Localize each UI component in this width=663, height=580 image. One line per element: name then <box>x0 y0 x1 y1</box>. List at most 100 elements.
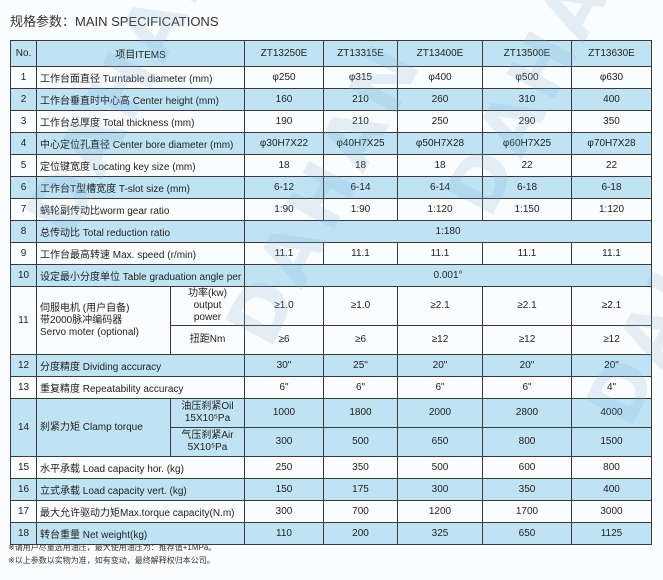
table-row: 5 定位键宽度 Locating key size (mm) 18 18 18 22 22 <box>10 154 652 177</box>
value-cell: 4" <box>571 376 652 399</box>
value-cell: 400 <box>571 88 652 111</box>
specifications-table: No. 项目ITEMS ZT13250E ZT13315E ZT13400E ZT1350… <box>10 40 652 545</box>
value-cell: 1:90 <box>244 198 324 221</box>
table-row: 9 工作台最高转速 Max. speed (r/min) 11.1 11.1 11.1 1… <box>10 242 652 265</box>
value-cell: 650 <box>397 427 483 457</box>
value-cell: 18 <box>244 154 324 177</box>
value-cell: 30" <box>244 354 324 377</box>
row-item: 伺服电机 (用户自备) 带2000脉冲编码器 Servo moter (opti… <box>36 286 171 355</box>
row-number: 9 <box>10 242 37 265</box>
value-cell: 350 <box>482 478 572 501</box>
header-model: ZT13500E <box>482 40 572 67</box>
value-cell: ≥12 <box>571 325 652 355</box>
row-number: 15 <box>10 456 37 479</box>
value-cell: 1:120 <box>571 198 652 221</box>
value-cell: 6" <box>397 376 483 399</box>
value-cell: φ40H7X25 <box>323 132 398 155</box>
value-cell: 11.1 <box>244 242 324 265</box>
value-cell: ≥2.1 <box>397 286 483 326</box>
value-cell: 11.1 <box>397 242 483 265</box>
value-cell: 20" <box>571 354 652 377</box>
value-cell: 22 <box>482 154 572 177</box>
value-cell: 18 <box>323 154 398 177</box>
row-number: 3 <box>10 110 37 133</box>
value-cell: ≥12 <box>482 325 572 355</box>
row-number: 10 <box>10 264 37 287</box>
value-cell: φ250 <box>244 66 324 89</box>
row-item: 工作台垂直时中心高 Center height (mm) <box>36 88 245 111</box>
header-model: ZT13250E <box>244 40 324 67</box>
row-item: 工作台T型槽宽度 T-slot size (mm) <box>36 176 245 199</box>
value-cell: 800 <box>571 456 652 479</box>
value-cell: 11.1 <box>571 242 652 265</box>
value-cell: 500 <box>397 456 483 479</box>
row-number: 4 <box>10 132 37 155</box>
merged-value-cell: 1:180 <box>244 220 652 243</box>
row-item: 工作台总厚度 Total thickness (mm) <box>36 110 245 133</box>
row-item: 蜗轮副传动比worm gear ratio <box>36 198 245 221</box>
table-row: 15 水平承载 Load capacity hor. (kg) 250 350 500 6… <box>10 456 652 479</box>
value-cell: 11.1 <box>482 242 572 265</box>
table-row: 6 工作台T型槽宽度 T-slot size (mm) 6-12 6-14 6-14 6-… <box>10 176 652 199</box>
row-sub-item: 油压刹紧Oil 15X10⁵Pa <box>170 398 245 428</box>
table-row: 4 中心定位孔直径 Center bore diameter (mm) φ30H7X… <box>10 132 652 155</box>
value-cell: 2800 <box>482 398 572 428</box>
header-no: No. <box>10 40 37 67</box>
table-row: 扭距Nm ≥6 ≥6 ≥12 ≥12 ≥12 <box>11 325 652 355</box>
value-cell: 300 <box>397 478 483 501</box>
value-cell: 210 <box>323 110 398 133</box>
value-cell: 6" <box>244 376 324 399</box>
value-cell: 250 <box>397 110 483 133</box>
value-cell: 250 <box>244 456 324 479</box>
table-row: 17 最大允许驱动力矩Max.torque capacity(N.m) 300 700… <box>10 500 652 523</box>
row-number: 2 <box>10 88 37 111</box>
row-item: 立式承载 Load capacity vert. (kg) <box>36 478 245 501</box>
row-number: 11 <box>10 286 37 355</box>
value-cell: 200 <box>323 522 398 545</box>
row-item: 分度精度 Dividing accuracy <box>36 354 245 377</box>
value-cell: φ30H7X22 <box>244 132 324 155</box>
value-cell: ≥2.1 <box>482 286 572 326</box>
value-cell: 6" <box>482 376 572 399</box>
value-cell: 2000 <box>397 398 483 428</box>
row-item: 水平承载 Load capacity hor. (kg) <box>36 456 245 479</box>
value-cell: 650 <box>482 522 572 545</box>
value-cell: 1:120 <box>397 198 483 221</box>
row-number: 14 <box>10 398 37 457</box>
value-cell: 190 <box>244 110 324 133</box>
value-cell: 1:150 <box>482 198 572 221</box>
value-cell: ≥2.1 <box>571 286 652 326</box>
value-cell: ≥1.0 <box>323 286 398 326</box>
value-cell: 210 <box>323 88 398 111</box>
value-cell: φ70H7X28 <box>571 132 652 155</box>
row-number: 7 <box>10 198 37 221</box>
row-item: 总传动比 Total reduction ratio <box>36 220 245 243</box>
value-cell: 600 <box>482 456 572 479</box>
value-cell: 6-18 <box>482 176 572 199</box>
value-cell: φ315 <box>323 66 398 89</box>
value-cell: ≥6 <box>244 325 324 355</box>
value-cell: ≥12 <box>397 325 483 355</box>
row-item: 工作台面直径 Turntable diameter (mm) <box>36 66 245 89</box>
row-item: 工作台最高转速 Max. speed (r/min) <box>36 242 245 265</box>
value-cell: 350 <box>323 456 398 479</box>
value-cell: 1700 <box>482 500 572 523</box>
value-cell: 300 <box>244 500 324 523</box>
table-row: 气压刹紧Air 5X10⁵Pa 300 500 650 800 1500 <box>11 427 652 457</box>
value-cell: 350 <box>571 110 652 133</box>
value-cell: φ60H7X25 <box>482 132 572 155</box>
table-row: 1 工作台面直径 Turntable diameter (mm) φ250 φ315 φ… <box>10 66 652 89</box>
value-cell: 290 <box>482 110 572 133</box>
row-item: 设定最小分度单位 Table graduation angle per puls… <box>36 264 245 287</box>
value-cell: 11.1 <box>323 242 398 265</box>
value-cell: 20" <box>482 354 572 377</box>
header-model: ZT13630E <box>571 40 652 67</box>
value-cell: 160 <box>244 88 324 111</box>
value-cell: 1:90 <box>323 198 398 221</box>
row-item: 定位键宽度 Locating key size (mm) <box>36 154 245 177</box>
value-cell: 6-18 <box>571 176 652 199</box>
value-cell: 700 <box>323 500 398 523</box>
table-row: 18 转台重量 Net weight(kg) 110 200 325 650 1125 <box>10 522 652 545</box>
value-cell: 310 <box>482 88 572 111</box>
